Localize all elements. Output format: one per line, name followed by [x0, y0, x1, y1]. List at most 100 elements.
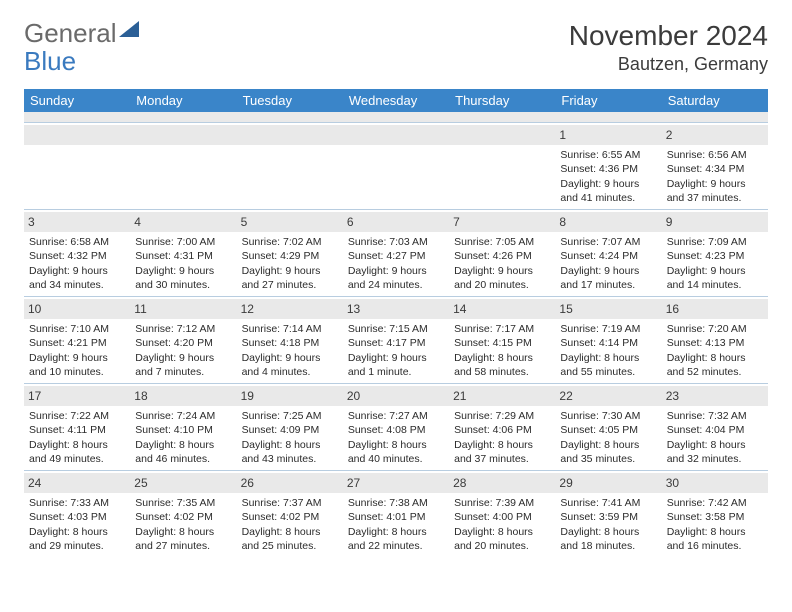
- weekday-col: Wednesday: [343, 89, 449, 112]
- day-cell: 24Sunrise: 7:33 AMSunset: 4:03 PMDayligh…: [24, 471, 130, 557]
- day-info: Sunrise: 7:07 AMSunset: 4:24 PMDaylight:…: [559, 235, 657, 292]
- day-number: [130, 125, 236, 145]
- daylight-text: Daylight: 8 hours and 46 minutes.: [135, 438, 231, 466]
- day-cell: 22Sunrise: 7:30 AMSunset: 4:05 PMDayligh…: [555, 384, 661, 470]
- day-cell: [24, 123, 130, 209]
- sunrise-text: Sunrise: 7:10 AM: [29, 322, 125, 336]
- location-label: Bautzen, Germany: [569, 54, 768, 75]
- daylight-text: Daylight: 8 hours and 18 minutes.: [560, 525, 656, 553]
- weekday-col: Friday: [555, 89, 661, 112]
- day-cell: 2Sunrise: 6:56 AMSunset: 4:34 PMDaylight…: [662, 123, 768, 209]
- day-number: 27: [343, 473, 449, 493]
- daylight-text: Daylight: 9 hours and 4 minutes.: [242, 351, 338, 379]
- day-cell: 15 Sunrise: 7:19 AMSunset: 4:14 PMDayligh…: [555, 297, 661, 383]
- sunrise-text: Sunrise: 7:37 AM: [242, 496, 338, 510]
- day-info: Sunrise: 7:41 AMSunset: 3:59 PMDaylight:…: [559, 496, 657, 553]
- sunrise-text: Sunrise: 7:41 AM: [560, 496, 656, 510]
- day-cell: 18 Sunrise: 7:24 AMSunset: 4:10 PMDayligh…: [130, 384, 236, 470]
- day-info: Sunrise: 7:38 AMSunset: 4:01 PMDaylight:…: [347, 496, 445, 553]
- brand-logo: General: [24, 20, 139, 46]
- daylight-text: Daylight: 8 hours and 43 minutes.: [242, 438, 338, 466]
- header: General November 2024 Bautzen, Germany: [24, 20, 768, 75]
- day-number: 17: [24, 386, 130, 406]
- day-number: [449, 125, 555, 145]
- sunset-text: Sunset: 4:00 PM: [454, 510, 550, 524]
- sunrise-text: Sunrise: 7:27 AM: [348, 409, 444, 423]
- day-number: 30: [662, 473, 768, 493]
- weekday-header-row: Sunday Monday Tuesday Wednesday Thursday…: [24, 89, 768, 112]
- day-cell: 7 Sunrise: 7:05 AMSunset: 4:26 PMDaylight…: [449, 210, 555, 296]
- day-number: 10: [24, 299, 130, 319]
- day-info: Sunrise: 7:20 AMSunset: 4:13 PMDaylight:…: [666, 322, 764, 379]
- week-row: 24Sunrise: 7:33 AMSunset: 4:03 PMDayligh…: [24, 470, 768, 557]
- sunset-text: Sunset: 4:15 PM: [454, 336, 550, 350]
- daylight-text: Daylight: 8 hours and 55 minutes.: [560, 351, 656, 379]
- sunset-text: Sunset: 3:58 PM: [667, 510, 763, 524]
- sunset-text: Sunset: 4:32 PM: [29, 249, 125, 263]
- daylight-text: Daylight: 9 hours and 10 minutes.: [29, 351, 125, 379]
- day-info: Sunrise: 7:03 AMSunset: 4:27 PMDaylight:…: [347, 235, 445, 292]
- brand-triangle-icon: [119, 21, 139, 37]
- day-info: Sunrise: 7:27 AMSunset: 4:08 PMDaylight:…: [347, 409, 445, 466]
- day-cell: 27 Sunrise: 7:38 AMSunset: 4:01 PMDayligh…: [343, 471, 449, 557]
- day-cell: 30 Sunrise: 7:42 AMSunset: 3:58 PMDayligh…: [662, 471, 768, 557]
- day-number: 15: [555, 299, 661, 319]
- day-cell: 23Sunrise: 7:32 AMSunset: 4:04 PMDayligh…: [662, 384, 768, 470]
- daylight-text: Daylight: 9 hours and 20 minutes.: [454, 264, 550, 292]
- day-info: Sunrise: 7:29 AMSunset: 4:06 PMDaylight:…: [453, 409, 551, 466]
- day-info: Sunrise: 7:02 AMSunset: 4:29 PMDaylight:…: [241, 235, 339, 292]
- daylight-text: Daylight: 8 hours and 58 minutes.: [454, 351, 550, 379]
- sunset-text: Sunset: 4:10 PM: [135, 423, 231, 437]
- sunset-text: Sunset: 4:13 PM: [667, 336, 763, 350]
- day-info: Sunrise: 7:00 AMSunset: 4:31 PMDaylight:…: [134, 235, 232, 292]
- day-number: 18: [130, 386, 236, 406]
- week-row: 3Sunrise: 6:58 AMSunset: 4:32 PMDaylight…: [24, 209, 768, 296]
- day-number: 7: [449, 212, 555, 232]
- daylight-text: Daylight: 8 hours and 25 minutes.: [242, 525, 338, 553]
- day-number: 4: [130, 212, 236, 232]
- day-cell: 3Sunrise: 6:58 AMSunset: 4:32 PMDaylight…: [24, 210, 130, 296]
- sunrise-text: Sunrise: 7:24 AM: [135, 409, 231, 423]
- sunset-text: Sunset: 4:21 PM: [29, 336, 125, 350]
- weekday-col: Thursday: [449, 89, 555, 112]
- daylight-text: Daylight: 9 hours and 34 minutes.: [29, 264, 125, 292]
- day-info: Sunrise: 7:19 AMSunset: 4:14 PMDaylight:…: [559, 322, 657, 379]
- sunrise-text: Sunrise: 7:05 AM: [454, 235, 550, 249]
- day-cell: 26Sunrise: 7:37 AMSunset: 4:02 PMDayligh…: [237, 471, 343, 557]
- sunset-text: Sunset: 4:27 PM: [348, 249, 444, 263]
- sunset-text: Sunset: 4:01 PM: [348, 510, 444, 524]
- sunset-text: Sunset: 4:02 PM: [242, 510, 338, 524]
- day-cell: 17Sunrise: 7:22 AMSunset: 4:11 PMDayligh…: [24, 384, 130, 470]
- sunrise-text: Sunrise: 7:22 AM: [29, 409, 125, 423]
- daylight-text: Daylight: 8 hours and 35 minutes.: [560, 438, 656, 466]
- day-number: 9: [662, 212, 768, 232]
- day-info: Sunrise: 7:32 AMSunset: 4:04 PMDaylight:…: [666, 409, 764, 466]
- day-info: Sunrise: 7:33 AMSunset: 4:03 PMDaylight:…: [28, 496, 126, 553]
- sunrise-text: Sunrise: 7:38 AM: [348, 496, 444, 510]
- sunrise-text: Sunrise: 7:07 AM: [560, 235, 656, 249]
- daylight-text: Daylight: 8 hours and 49 minutes.: [29, 438, 125, 466]
- day-info: Sunrise: 6:58 AMSunset: 4:32 PMDaylight:…: [28, 235, 126, 292]
- day-info: Sunrise: 7:05 AMSunset: 4:26 PMDaylight:…: [453, 235, 551, 292]
- day-info: Sunrise: 7:09 AMSunset: 4:23 PMDaylight:…: [666, 235, 764, 292]
- daylight-text: Daylight: 8 hours and 52 minutes.: [667, 351, 763, 379]
- day-cell: [449, 123, 555, 209]
- day-info: Sunrise: 7:17 AMSunset: 4:15 PMDaylight:…: [453, 322, 551, 379]
- daylight-text: Daylight: 9 hours and 7 minutes.: [135, 351, 231, 379]
- day-cell: 6Sunrise: 7:03 AMSunset: 4:27 PMDaylight…: [343, 210, 449, 296]
- sunrise-text: Sunrise: 7:15 AM: [348, 322, 444, 336]
- sunrise-text: Sunrise: 7:42 AM: [667, 496, 763, 510]
- day-number: 11: [130, 299, 236, 319]
- day-info: Sunrise: 7:42 AMSunset: 3:58 PMDaylight:…: [666, 496, 764, 553]
- weekday-col: Sunday: [24, 89, 130, 112]
- day-number: [343, 125, 449, 145]
- day-cell: 21Sunrise: 7:29 AMSunset: 4:06 PMDayligh…: [449, 384, 555, 470]
- day-info: Sunrise: 7:39 AMSunset: 4:00 PMDaylight:…: [453, 496, 551, 553]
- sunset-text: Sunset: 4:34 PM: [667, 162, 763, 176]
- day-number: 16: [662, 299, 768, 319]
- sunrise-text: Sunrise: 7:17 AM: [454, 322, 550, 336]
- sunset-text: Sunset: 4:18 PM: [242, 336, 338, 350]
- weekday-col: Monday: [130, 89, 236, 112]
- sunrise-text: Sunrise: 7:20 AM: [667, 322, 763, 336]
- sunset-text: Sunset: 4:26 PM: [454, 249, 550, 263]
